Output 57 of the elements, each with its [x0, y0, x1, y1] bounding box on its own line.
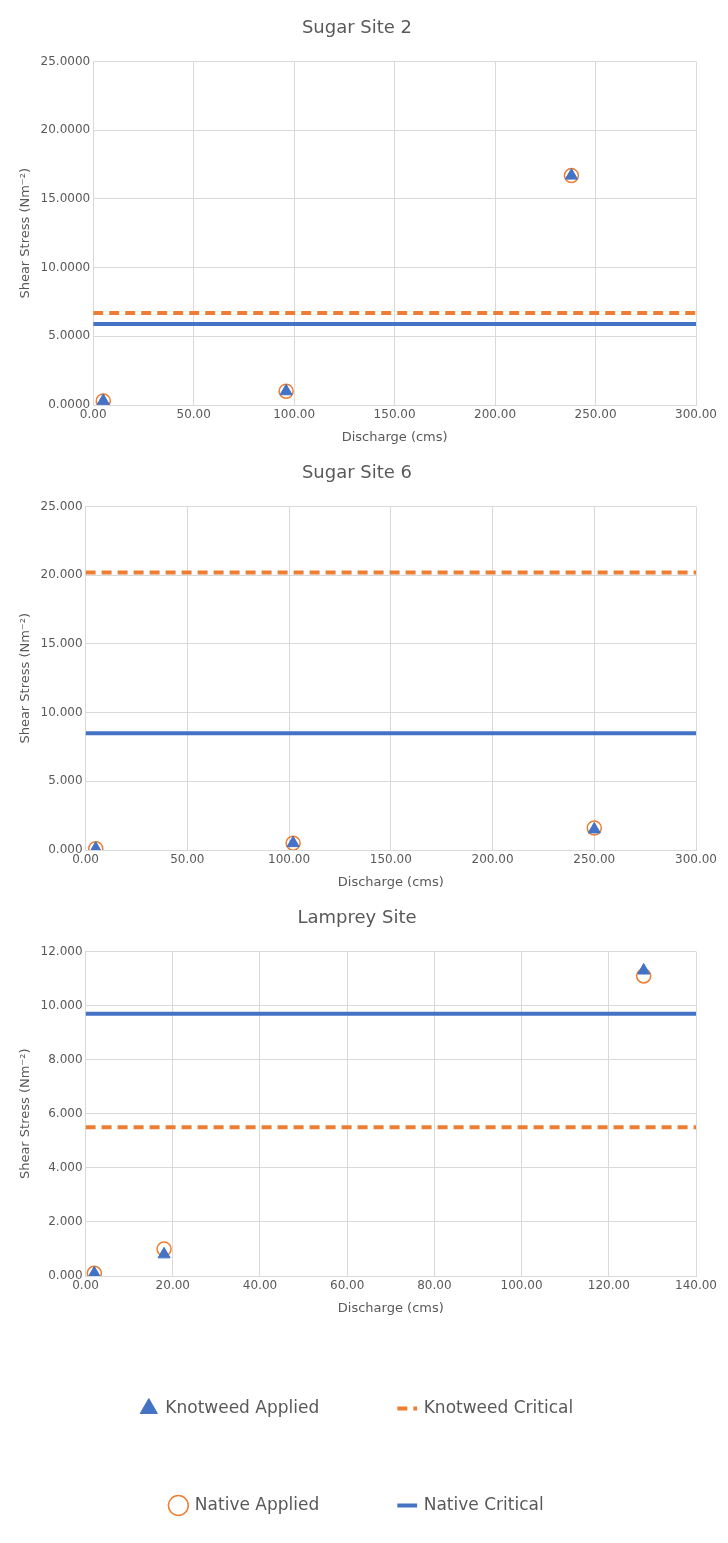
chart-title: Lamprey Site: [297, 906, 417, 928]
x-tick-label: 150.00: [369, 852, 412, 867]
y-tick-label: 20.0000: [40, 122, 91, 137]
x-axis-title: Discharge (cms): [341, 428, 448, 444]
x-tick-label: 80.00: [417, 1278, 452, 1293]
y-tick-label: 4.000: [48, 1159, 83, 1174]
x-tick-label: 60.00: [330, 1278, 365, 1293]
legend-label: Native Critical: [423, 1493, 544, 1514]
point: [278, 383, 294, 400]
legend-label: Native Applied: [194, 1493, 320, 1514]
x-tick-label: 150.00: [373, 407, 416, 422]
y-tick-label: 25.0000: [40, 53, 91, 68]
y-tick-label: 6.000: [48, 1105, 83, 1120]
chart-title: Sugar Site 6: [301, 461, 413, 483]
y-tick-label: 2.000: [48, 1214, 83, 1229]
y-tick-label: 12.000: [40, 943, 83, 958]
y-tick-label: 10.000: [40, 704, 83, 719]
x-tick-label: 20.00: [155, 1278, 190, 1293]
y-tick-label: 25.000: [40, 498, 83, 513]
x-tick-label: 140.00: [675, 1278, 718, 1293]
point: [637, 963, 651, 975]
x-tick-label: 300.00: [675, 852, 718, 867]
y-tick-label: 5.0000: [48, 328, 91, 343]
x-tick-label: 200.00: [474, 407, 517, 422]
x-tick-label: 100.00: [500, 1278, 543, 1293]
x-tick-label: 250.00: [574, 407, 617, 422]
x-tick-label: 300.00: [675, 407, 718, 422]
x-tick-label: 250.00: [573, 852, 616, 867]
y-axis-title: Shear Stress (Nm⁻²): [17, 1048, 33, 1180]
x-tick-label: 50.00: [176, 407, 211, 422]
y-tick-label: 10.0000: [40, 259, 91, 274]
point: [157, 1246, 171, 1259]
point: [564, 168, 578, 180]
x-tick-label: 200.00: [471, 852, 514, 867]
x-tick-label: 100.00: [273, 407, 316, 422]
y-tick-label: 5.000: [48, 773, 83, 788]
y-tick-label: 20.000: [40, 567, 83, 582]
x-tick-label: 50.00: [170, 852, 205, 867]
legend-label: Knotweed Applied: [165, 1396, 320, 1417]
x-axis-title: Discharge (cms): [337, 873, 444, 889]
x-tick-label: 0.00: [79, 407, 107, 422]
x-tick-label: 120.00: [587, 1278, 630, 1293]
x-tick-label: 0.00: [72, 852, 99, 867]
point: [635, 968, 652, 984]
chart-title: Sugar Site 2: [301, 16, 413, 38]
point: [563, 167, 580, 184]
x-axis-title: Discharge (cms): [337, 1299, 444, 1315]
x-tick-label: 100.00: [268, 852, 311, 867]
x-tick-label: 40.00: [242, 1278, 278, 1293]
x-tick-label: 0.00: [72, 1278, 99, 1293]
y-axis-title: Shear Stress (Nm⁻²): [17, 612, 33, 744]
y-tick-label: 10.000: [40, 997, 83, 1012]
y-tick-label: 15.000: [40, 636, 83, 651]
legend-label: Knotweed Critical: [423, 1396, 574, 1417]
y-tick-label: 15.0000: [40, 191, 91, 206]
y-tick-label: 8.000: [48, 1051, 83, 1066]
y-axis-title: Shear Stress (Nm⁻²): [17, 167, 33, 299]
